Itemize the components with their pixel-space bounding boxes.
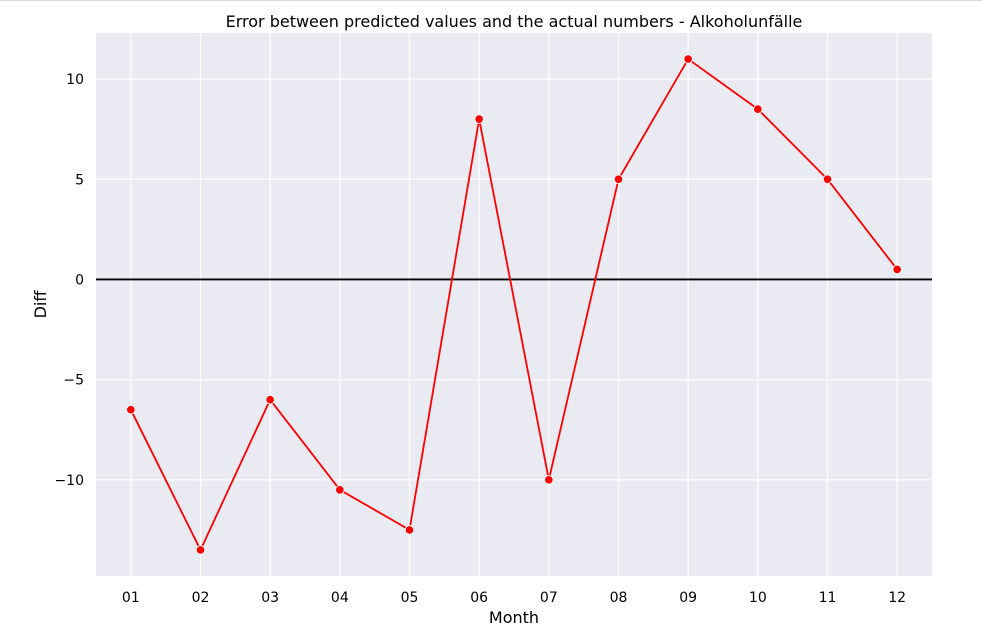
series-line — [130, 58, 898, 551]
x-tick-labels: 01 02 03 04 05 06 07 08 09 10 11 12 — [122, 590, 906, 606]
data-point — [474, 114, 484, 124]
series-group — [126, 54, 902, 555]
y-tick-label: 0 — [75, 272, 84, 288]
y-tick-label: 10 — [66, 72, 84, 88]
x-tick-label: 10 — [749, 590, 767, 606]
data-point — [126, 404, 136, 415]
y-tick-label: 5 — [75, 172, 84, 188]
x-tick-label: 07 — [540, 590, 558, 606]
data-point — [195, 545, 206, 555]
x-tick-label: 02 — [192, 590, 210, 606]
top-border — [0, 0, 982, 1]
data-point — [613, 174, 624, 185]
data-point — [335, 485, 345, 495]
x-tick-label: 06 — [470, 590, 488, 606]
y-tick-label: −10 — [54, 473, 84, 489]
x-tick-label: 05 — [401, 590, 419, 606]
data-point — [892, 264, 902, 275]
x-tick-label: 09 — [679, 590, 697, 606]
x-tick-label: 03 — [261, 590, 279, 606]
data-point — [265, 394, 275, 405]
data-point — [404, 525, 415, 535]
x-tick-label: 12 — [888, 590, 906, 606]
data-point — [683, 54, 693, 64]
y-tick-label: −5 — [63, 373, 84, 389]
y-axis-label: Diff — [31, 290, 50, 319]
x-tick-label: 04 — [331, 590, 349, 606]
x-tick-label: 01 — [122, 590, 140, 606]
x-tick-label: 08 — [610, 590, 628, 606]
chart-title: Error between predicted values and the a… — [226, 12, 803, 31]
x-tick-label: 11 — [819, 590, 837, 606]
data-point — [753, 104, 763, 114]
x-axis-label: Month — [489, 608, 539, 627]
plot-area — [96, 33, 932, 576]
data-point — [822, 174, 833, 185]
y-tick-labels: −10 −5 0 5 10 — [54, 72, 84, 489]
data-point — [544, 475, 554, 485]
